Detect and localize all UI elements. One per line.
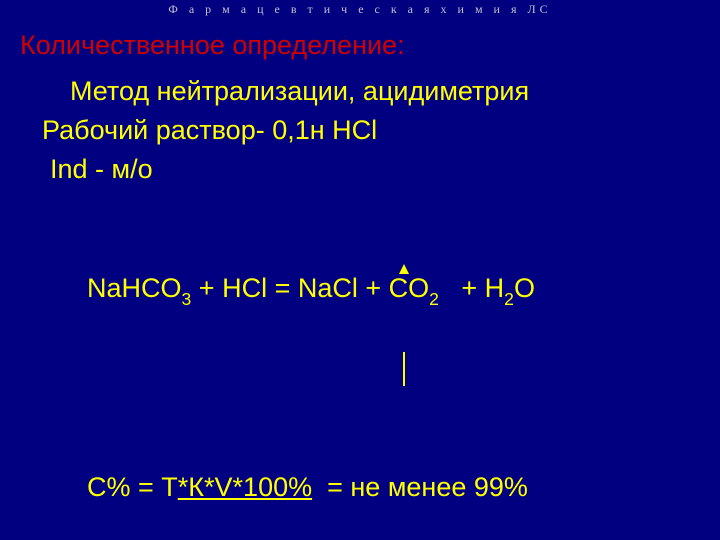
slide-header: Ф а р м а ц е в т и ч е с к а я х и м и … (0, 2, 720, 17)
up-arrow-icon (374, 185, 434, 464)
arrow-head (399, 264, 409, 274)
eq-mid2: + H (439, 273, 504, 303)
slide: Ф а р м а ц е в т и ч е с к а я х и м и … (0, 0, 720, 540)
line-solution: Рабочий раствор- 0,1н HCl (42, 111, 700, 150)
blank-line (20, 189, 700, 229)
line-equation: NaHCO3 + HCl = NaCl + CO2 + H2O (42, 229, 700, 388)
eq-sub3: 2 (504, 289, 514, 309)
formula-tail: = не менее 99% (312, 472, 528, 502)
formula-underlined: *К*V*100% (178, 472, 312, 502)
eq-rhs: O (514, 273, 535, 303)
line-indicator: Ind - м/о (50, 150, 700, 189)
section-title: Количественное определение: (20, 30, 405, 61)
line-method: Метод нейтрализации, ацидиметрия (70, 72, 700, 111)
line-formula: С% = Т*К*V*100% = не менее 99% (42, 429, 700, 540)
formula-lead: С% = Т (87, 472, 178, 502)
eq-lhs1: NaHCO (87, 273, 182, 303)
arrow-line (403, 352, 405, 386)
eq-sub1: 3 (182, 289, 192, 309)
blank-line-2 (20, 389, 700, 429)
slide-body: Метод нейтрализации, ацидиметрия Рабочий… (20, 72, 700, 540)
